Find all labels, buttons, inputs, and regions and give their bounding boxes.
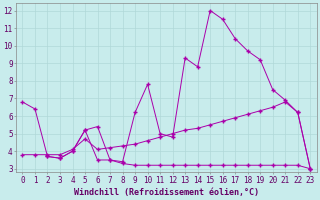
X-axis label: Windchill (Refroidissement éolien,°C): Windchill (Refroidissement éolien,°C): [74, 188, 259, 197]
